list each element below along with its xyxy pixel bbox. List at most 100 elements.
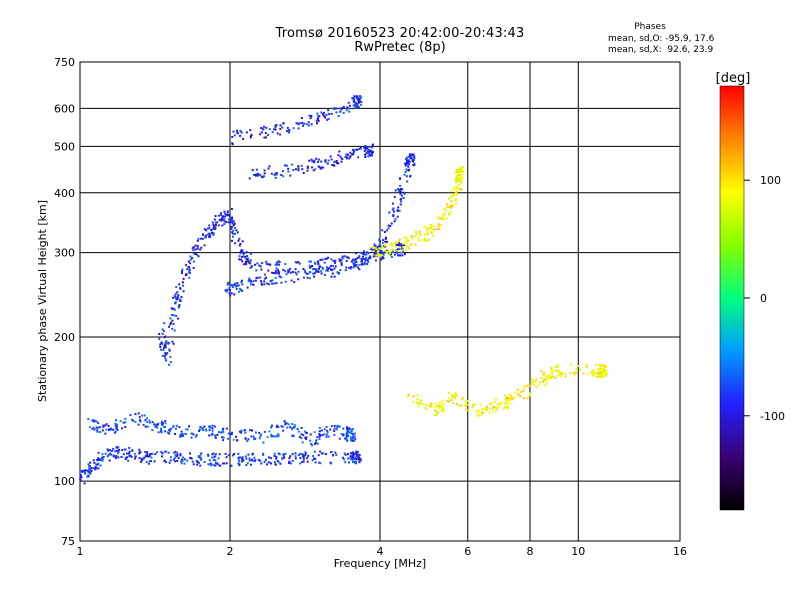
data-point [313, 431, 316, 434]
data-point [176, 296, 179, 299]
data-point [448, 206, 451, 209]
data-point [493, 406, 496, 409]
data-point [222, 462, 225, 465]
data-point [263, 136, 266, 139]
data-point [352, 258, 355, 261]
data-point [217, 214, 220, 217]
data-point [231, 221, 233, 223]
data-point [285, 422, 288, 425]
data-point [249, 463, 252, 466]
data-point [230, 432, 233, 435]
data-point [270, 433, 273, 436]
data-point [397, 248, 400, 250]
data-point [275, 264, 278, 266]
data-point [263, 283, 266, 286]
data-point [267, 283, 270, 286]
data-point [337, 162, 340, 165]
data-point [446, 206, 449, 208]
data-point [480, 411, 483, 414]
data-point [288, 461, 290, 464]
data-point [346, 439, 349, 442]
data-point [342, 433, 345, 436]
data-point [334, 451, 337, 454]
data-point [275, 173, 278, 176]
data-point [412, 395, 415, 398]
data-point [261, 283, 263, 286]
data-point [336, 426, 339, 429]
data-point [92, 467, 95, 470]
data-point [197, 237, 200, 240]
data-point [394, 241, 396, 244]
data-point [148, 421, 151, 424]
data-point [169, 427, 172, 430]
data-point [457, 174, 460, 176]
data-point [481, 408, 484, 411]
data-point [578, 368, 581, 371]
data-point [303, 122, 306, 125]
data-point [189, 452, 191, 455]
data-point [313, 272, 316, 275]
data-point [198, 430, 201, 432]
data-point [179, 287, 182, 290]
data-point [557, 369, 560, 372]
data-point [357, 156, 360, 159]
data-point [327, 109, 330, 112]
data-point [145, 460, 148, 463]
data-point [98, 426, 101, 429]
data-point [408, 247, 411, 250]
data-point [353, 458, 355, 460]
data-point [182, 277, 185, 280]
data-point [498, 404, 501, 407]
data-point [265, 276, 268, 279]
data-point [362, 258, 365, 260]
data-point [273, 128, 276, 131]
data-point [410, 235, 413, 238]
data-point [240, 258, 243, 261]
data-point [526, 384, 529, 387]
data-point [297, 169, 300, 172]
data-point [274, 272, 277, 275]
data-point [392, 250, 394, 253]
data-point [246, 255, 249, 257]
data-point [504, 402, 507, 404]
x-tick-label: 6 [464, 545, 471, 558]
data-point [273, 454, 276, 457]
data-point [254, 174, 257, 176]
data-point [350, 456, 353, 459]
data-point [300, 117, 303, 119]
data-point [87, 474, 90, 477]
data-point [394, 218, 397, 221]
data-point [445, 217, 448, 220]
data-point [196, 239, 199, 242]
data-point [399, 188, 402, 191]
data-point [393, 196, 396, 199]
data-point [316, 436, 319, 439]
colorbar-tick-label: 0 [760, 292, 767, 305]
data-point [182, 456, 185, 459]
data-point [440, 405, 443, 408]
data-point [399, 243, 402, 246]
data-point [345, 438, 348, 441]
data-point [268, 456, 270, 459]
data-point [545, 377, 548, 380]
data-point [163, 322, 166, 325]
data-point [101, 453, 104, 456]
data-point [355, 95, 358, 98]
data-point [374, 249, 377, 252]
data-point [279, 127, 282, 130]
data-point [314, 461, 317, 464]
data-point [315, 268, 318, 271]
data-point [246, 440, 249, 442]
data-point [465, 403, 468, 406]
data-point [162, 349, 165, 352]
data-point [333, 424, 336, 427]
data-point [150, 456, 153, 459]
data-point [360, 103, 363, 106]
data-point [599, 370, 601, 372]
data-point [569, 363, 572, 366]
data-point [122, 453, 125, 456]
data-point [363, 146, 366, 149]
data-point [274, 277, 277, 280]
data-point [115, 424, 117, 427]
data-point [461, 170, 464, 173]
